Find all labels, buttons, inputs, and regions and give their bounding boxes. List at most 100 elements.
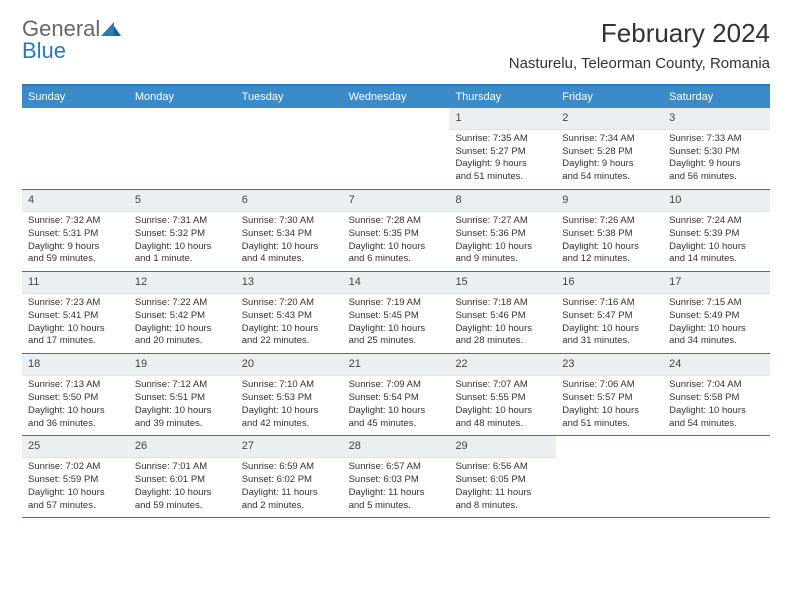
day-body: Sunrise: 7:31 AMSunset: 5:32 PMDaylight:… <box>129 212 236 271</box>
day-cell: . <box>129 108 236 189</box>
week-row: 11Sunrise: 7:23 AMSunset: 5:41 PMDayligh… <box>22 272 770 354</box>
daylight-text-2: and 2 minutes. <box>242 500 337 513</box>
daylight-text-2: and 17 minutes. <box>28 335 123 348</box>
day-cell: 22Sunrise: 7:07 AMSunset: 5:55 PMDayligh… <box>449 354 556 435</box>
day-number: 18 <box>22 354 129 376</box>
sunrise-text: Sunrise: 7:13 AM <box>28 379 123 392</box>
sunset-text: Sunset: 5:36 PM <box>455 228 550 241</box>
day-cell: 19Sunrise: 7:12 AMSunset: 5:51 PMDayligh… <box>129 354 236 435</box>
daylight-text-1: Daylight: 9 hours <box>669 158 764 171</box>
day-body: Sunrise: 7:32 AMSunset: 5:31 PMDaylight:… <box>22 212 129 271</box>
day-cell: 12Sunrise: 7:22 AMSunset: 5:42 PMDayligh… <box>129 272 236 353</box>
day-number: 3 <box>663 108 770 130</box>
daylight-text-1: Daylight: 10 hours <box>349 241 444 254</box>
day-cell: 20Sunrise: 7:10 AMSunset: 5:53 PMDayligh… <box>236 354 343 435</box>
day-body: Sunrise: 7:26 AMSunset: 5:38 PMDaylight:… <box>556 212 663 271</box>
day-cell: 29Sunrise: 6:56 AMSunset: 6:05 PMDayligh… <box>449 436 556 517</box>
daylight-text-2: and 28 minutes. <box>455 335 550 348</box>
daylight-text-2: and 51 minutes. <box>562 418 657 431</box>
sunset-text: Sunset: 5:43 PM <box>242 310 337 323</box>
sunset-text: Sunset: 5:27 PM <box>455 146 550 159</box>
day-number: 10 <box>663 190 770 212</box>
day-number: 17 <box>663 272 770 294</box>
sunset-text: Sunset: 5:53 PM <box>242 392 337 405</box>
daylight-text-2: and 45 minutes. <box>349 418 444 431</box>
day-number: 13 <box>236 272 343 294</box>
sunrise-text: Sunrise: 7:23 AM <box>28 297 123 310</box>
day-number: 25 <box>22 436 129 458</box>
day-body: Sunrise: 7:19 AMSunset: 5:45 PMDaylight:… <box>343 294 450 353</box>
day-body: Sunrise: 7:09 AMSunset: 5:54 PMDaylight:… <box>343 376 450 435</box>
day-cell: 28Sunrise: 6:57 AMSunset: 6:03 PMDayligh… <box>343 436 450 517</box>
day-number: 15 <box>449 272 556 294</box>
daylight-text-2: and 12 minutes. <box>562 253 657 266</box>
day-body: Sunrise: 7:24 AMSunset: 5:39 PMDaylight:… <box>663 212 770 271</box>
sunset-text: Sunset: 5:57 PM <box>562 392 657 405</box>
month-title: February 2024 <box>509 18 770 49</box>
sunrise-text: Sunrise: 6:56 AM <box>455 461 550 474</box>
sunrise-text: Sunrise: 7:12 AM <box>135 379 230 392</box>
daylight-text-2: and 22 minutes. <box>242 335 337 348</box>
day-body: Sunrise: 7:30 AMSunset: 5:34 PMDaylight:… <box>236 212 343 271</box>
day-body: Sunrise: 7:18 AMSunset: 5:46 PMDaylight:… <box>449 294 556 353</box>
day-number: 19 <box>129 354 236 376</box>
sunrise-text: Sunrise: 7:31 AM <box>135 215 230 228</box>
daylight-text-1: Daylight: 11 hours <box>455 487 550 500</box>
sunrise-text: Sunrise: 7:02 AM <box>28 461 123 474</box>
sunset-text: Sunset: 5:41 PM <box>28 310 123 323</box>
sunrise-text: Sunrise: 7:22 AM <box>135 297 230 310</box>
day-body: Sunrise: 7:07 AMSunset: 5:55 PMDaylight:… <box>449 376 556 435</box>
daylight-text-2: and 42 minutes. <box>242 418 337 431</box>
day-body: Sunrise: 7:35 AMSunset: 5:27 PMDaylight:… <box>449 130 556 189</box>
day-cell: 23Sunrise: 7:06 AMSunset: 5:57 PMDayligh… <box>556 354 663 435</box>
day-cell: . <box>663 436 770 517</box>
sunrise-text: Sunrise: 7:20 AM <box>242 297 337 310</box>
daylight-text-1: Daylight: 10 hours <box>28 405 123 418</box>
day-number: 28 <box>343 436 450 458</box>
daylight-text-1: Daylight: 10 hours <box>562 323 657 336</box>
daylight-text-1: Daylight: 10 hours <box>135 323 230 336</box>
sunrise-text: Sunrise: 7:06 AM <box>562 379 657 392</box>
day-of-week-header: SundayMondayTuesdayWednesdayThursdayFrid… <box>22 86 770 108</box>
daylight-text-2: and 59 minutes. <box>135 500 230 513</box>
week-row: 25Sunrise: 7:02 AMSunset: 5:59 PMDayligh… <box>22 436 770 518</box>
daylight-text-2: and 31 minutes. <box>562 335 657 348</box>
sunrise-text: Sunrise: 7:16 AM <box>562 297 657 310</box>
daylight-text-1: Daylight: 10 hours <box>455 241 550 254</box>
daylight-text-2: and 54 minutes. <box>669 418 764 431</box>
sunset-text: Sunset: 5:31 PM <box>28 228 123 241</box>
day-number: 16 <box>556 272 663 294</box>
daylight-text-2: and 54 minutes. <box>562 171 657 184</box>
day-body: Sunrise: 7:13 AMSunset: 5:50 PMDaylight:… <box>22 376 129 435</box>
day-body: Sunrise: 7:02 AMSunset: 5:59 PMDaylight:… <box>22 458 129 517</box>
daylight-text-1: Daylight: 10 hours <box>242 323 337 336</box>
sunset-text: Sunset: 5:30 PM <box>669 146 764 159</box>
daylight-text-1: Daylight: 10 hours <box>242 241 337 254</box>
day-cell: 18Sunrise: 7:13 AMSunset: 5:50 PMDayligh… <box>22 354 129 435</box>
sunset-text: Sunset: 6:02 PM <box>242 474 337 487</box>
day-cell: 27Sunrise: 6:59 AMSunset: 6:02 PMDayligh… <box>236 436 343 517</box>
day-cell: 6Sunrise: 7:30 AMSunset: 5:34 PMDaylight… <box>236 190 343 271</box>
day-body: Sunrise: 7:15 AMSunset: 5:49 PMDaylight:… <box>663 294 770 353</box>
day-cell: 10Sunrise: 7:24 AMSunset: 5:39 PMDayligh… <box>663 190 770 271</box>
week-row: . . . . 1Sunrise: 7:35 AMSunset: 5:27 PM… <box>22 108 770 190</box>
sunrise-text: Sunrise: 7:18 AM <box>455 297 550 310</box>
daylight-text-1: Daylight: 10 hours <box>349 323 444 336</box>
day-cell: 9Sunrise: 7:26 AMSunset: 5:38 PMDaylight… <box>556 190 663 271</box>
day-cell: 4Sunrise: 7:32 AMSunset: 5:31 PMDaylight… <box>22 190 129 271</box>
day-cell: 7Sunrise: 7:28 AMSunset: 5:35 PMDaylight… <box>343 190 450 271</box>
day-number: 5 <box>129 190 236 212</box>
day-body: Sunrise: 7:12 AMSunset: 5:51 PMDaylight:… <box>129 376 236 435</box>
daylight-text-2: and 20 minutes. <box>135 335 230 348</box>
sunset-text: Sunset: 5:54 PM <box>349 392 444 405</box>
day-cell: 17Sunrise: 7:15 AMSunset: 5:49 PMDayligh… <box>663 272 770 353</box>
day-number: 21 <box>343 354 450 376</box>
sunset-text: Sunset: 6:03 PM <box>349 474 444 487</box>
day-number: 22 <box>449 354 556 376</box>
sunrise-text: Sunrise: 7:35 AM <box>455 133 550 146</box>
dow-cell: Tuesday <box>236 86 343 108</box>
daylight-text-2: and 36 minutes. <box>28 418 123 431</box>
sunrise-text: Sunrise: 7:26 AM <box>562 215 657 228</box>
day-cell: 2Sunrise: 7:34 AMSunset: 5:28 PMDaylight… <box>556 108 663 189</box>
daylight-text-1: Daylight: 11 hours <box>242 487 337 500</box>
